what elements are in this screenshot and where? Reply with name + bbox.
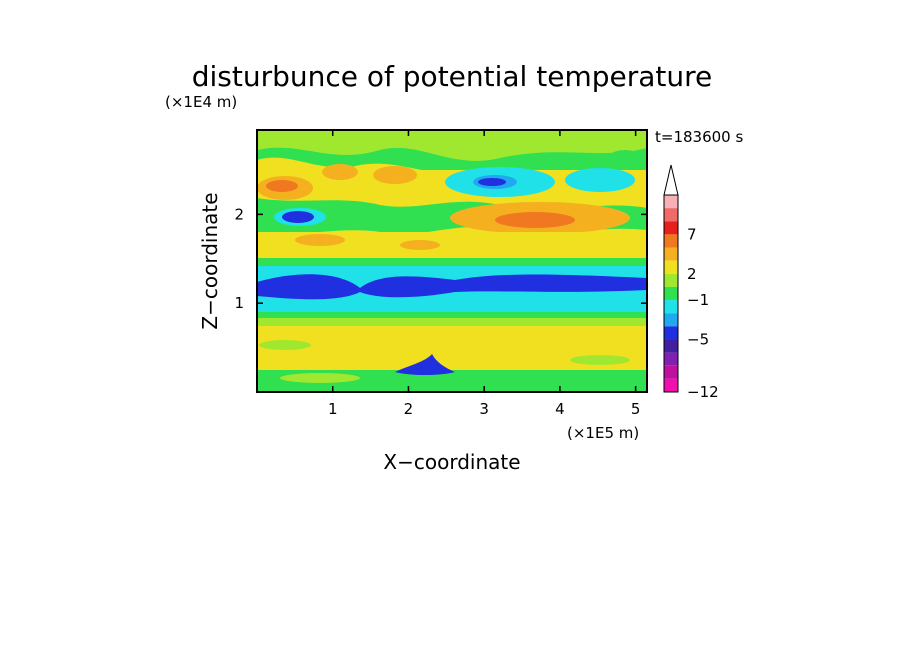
contour-region (478, 178, 506, 186)
colorbar-swatch (664, 313, 678, 327)
colorbar-extend-arrow (663, 164, 679, 196)
colorbar-swatch (664, 378, 678, 392)
contour-region (322, 164, 358, 180)
contour-region (373, 166, 417, 184)
x-tick-label: 3 (479, 400, 489, 418)
colorbar: 7 2 −1 −5 −12 (663, 164, 719, 401)
x-unit-label: (×1E5 m) (567, 424, 639, 442)
x-tick-label: 4 (555, 400, 565, 418)
contour-region (259, 340, 311, 350)
y-axis-label: Z−coordinate (198, 192, 222, 329)
contour-region (570, 355, 630, 365)
colorbar-swatch (664, 260, 678, 274)
colorbar-swatch (664, 339, 678, 353)
contour-region (266, 180, 298, 192)
colorbar-swatch (664, 273, 678, 287)
contour-region (257, 326, 647, 372)
colorbar-swatch (664, 208, 678, 222)
y-unit-label: (×1E4 m) (165, 93, 237, 111)
colorbar-label: −1 (687, 291, 709, 309)
colorbar-swatch (664, 195, 678, 209)
contour-region (257, 274, 647, 300)
colorbar-swatch (664, 221, 678, 235)
colorbar-label: 2 (687, 265, 697, 283)
colorbar-swatch (664, 352, 678, 366)
x-tick-label: 1 (328, 400, 338, 418)
colorbar-swatch (664, 326, 678, 340)
colorbar-swatch (664, 286, 678, 301)
x-tick-label: 2 (404, 400, 414, 418)
contour-region (565, 168, 635, 192)
contour-region (257, 130, 647, 161)
contour-region (257, 258, 647, 268)
colorbar-swatch (664, 234, 678, 248)
colorbar-swatch (664, 365, 678, 379)
y-tick-label: 2 (234, 205, 244, 223)
time-label: t=183600 s (655, 128, 743, 146)
colorbar-label: 7 (687, 225, 697, 243)
contour-region (400, 240, 440, 250)
colorbar-swatch (664, 247, 678, 261)
colorbar-frame (663, 194, 679, 393)
colorbar-swatch (664, 300, 678, 314)
colorbar-label: −12 (687, 383, 719, 401)
y-axis: 12 (234, 205, 647, 312)
contour-region (257, 318, 647, 326)
x-tick-label: 5 (631, 400, 641, 418)
contour-region (607, 150, 643, 170)
contour-region (295, 234, 345, 246)
chart-title: disturbunce of potential temperature (192, 60, 713, 93)
plot-frame (256, 129, 648, 393)
x-axis: 1 2 3 4 5 (328, 130, 640, 418)
colorbar-label: −5 (687, 330, 709, 348)
contour-region (280, 373, 360, 383)
x-axis-label: X−coordinate (383, 450, 520, 474)
contour-region (282, 211, 314, 223)
contour-region (495, 212, 575, 228)
y-tick-label: 1 (234, 294, 244, 312)
plot-area (257, 130, 647, 392)
contour-region (395, 354, 455, 375)
